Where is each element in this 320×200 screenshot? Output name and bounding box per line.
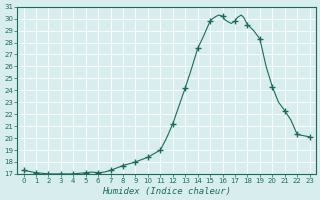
X-axis label: Humidex (Indice chaleur): Humidex (Indice chaleur) xyxy=(102,187,231,196)
